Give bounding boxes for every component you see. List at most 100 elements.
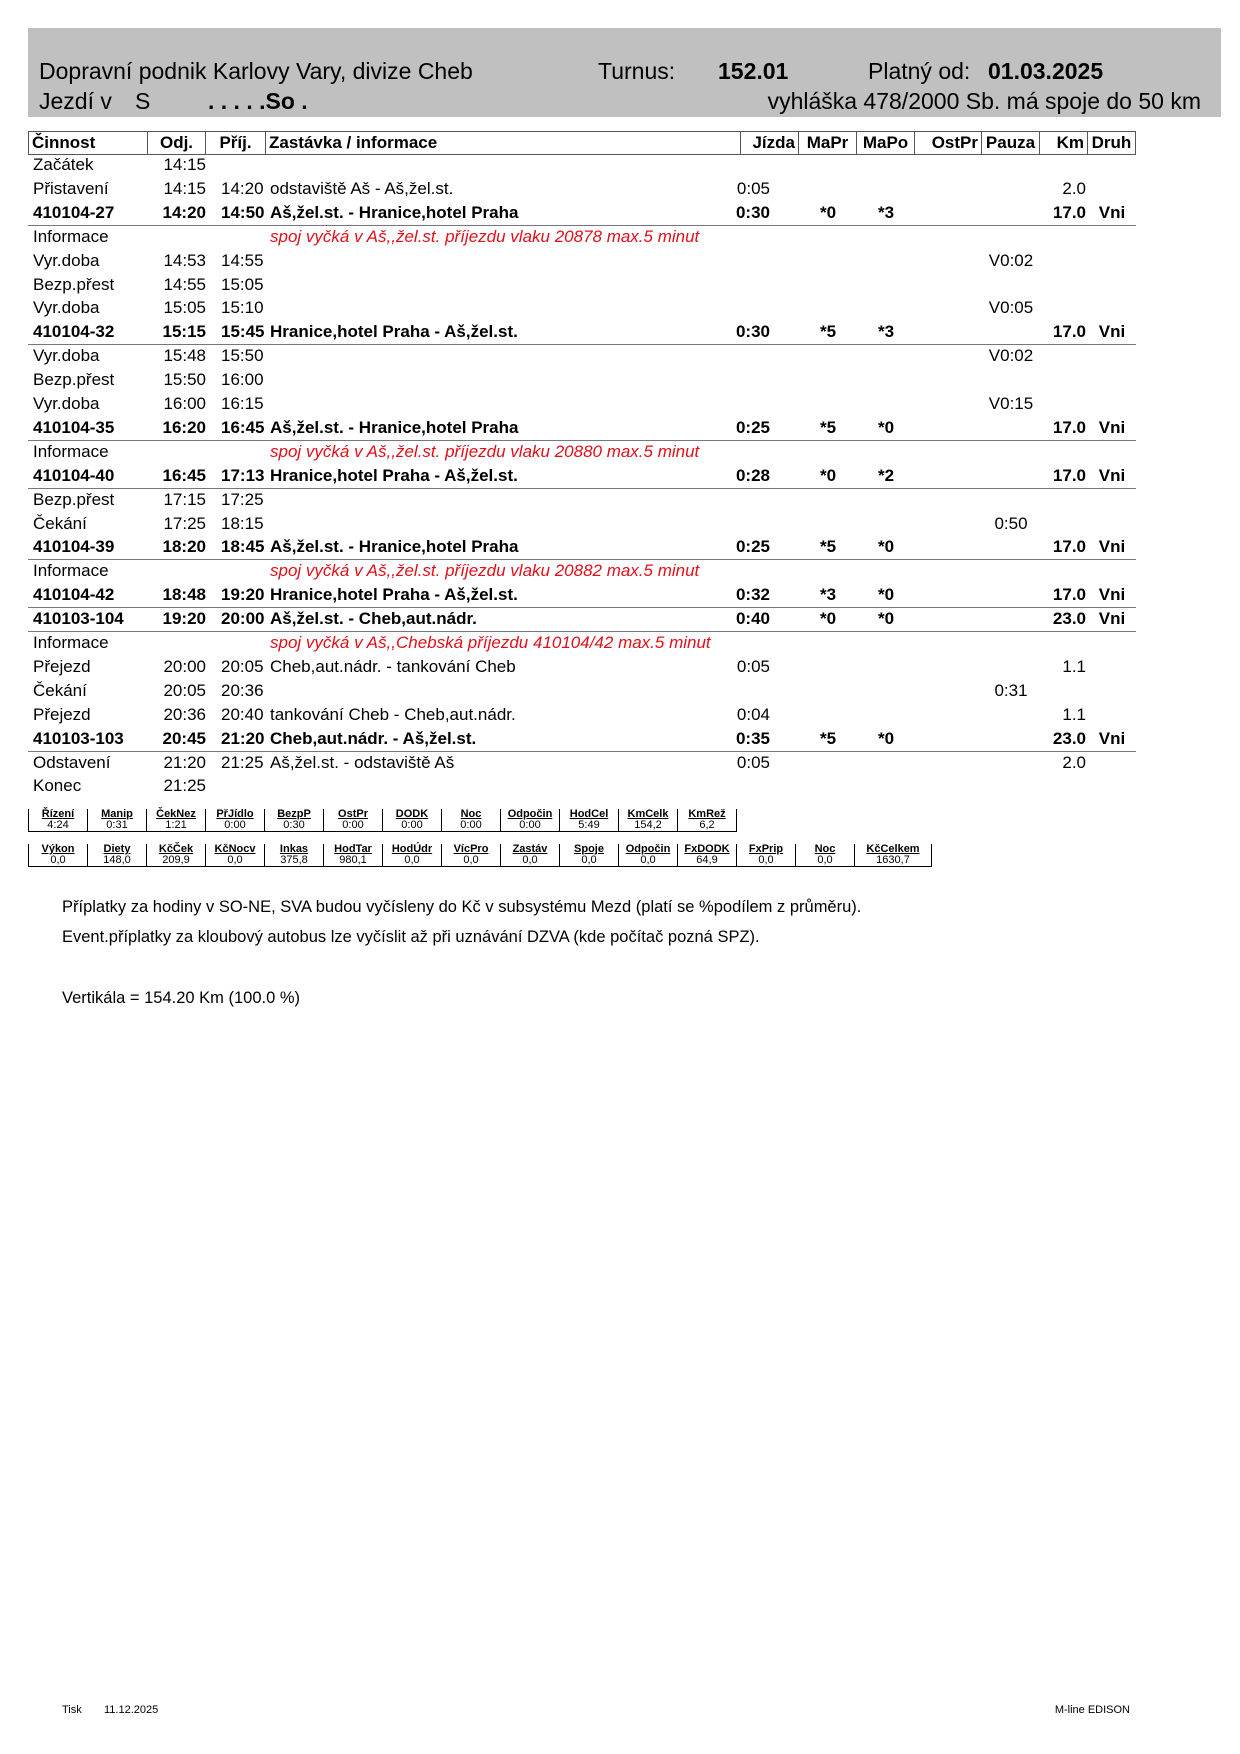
cell-mapo: *0 <box>877 609 895 629</box>
summary-value: 0,0 <box>441 855 501 867</box>
cell-drive-time: 0:05 <box>736 752 770 772</box>
cell-type: Vni <box>1098 202 1126 222</box>
cell-km: 17.0 <box>1052 202 1086 222</box>
table-row: Konec 21:25 <box>28 774 1136 798</box>
cell-departure: 15:48 <box>163 346 206 366</box>
cell-km: 2.0 <box>1062 178 1086 198</box>
table-row: 410104-40 16:45 17:13 Hranice,hotel Praha -… <box>28 464 1136 489</box>
col-ostpr: OstPr <box>915 132 982 154</box>
summary-table-times: Řízení Manip ČekNez PřJídlo BezpP OstPr DODK No… <box>28 809 737 832</box>
cell-mapr: *3 <box>819 585 837 605</box>
cell-activity: Konec <box>33 776 82 796</box>
summary-value: 0,0 <box>500 855 560 867</box>
cell-info: spoj vyčká v Aš,,žel.st. příjezdu vlaku … <box>270 441 700 461</box>
cell-km: 17.0 <box>1052 537 1086 557</box>
summary-value: 6,2 <box>677 820 737 832</box>
cell-activity: Bezp.přest <box>33 274 115 294</box>
cell-departure: 16:45 <box>162 465 206 485</box>
cell-stop: Hranice,hotel Praha - Aš,žel.st. <box>270 322 518 342</box>
cell-arrival: 14:55 <box>221 250 264 270</box>
table-row: Vyr.doba 15:05 15:10 V0:05 <box>28 296 1136 320</box>
company-name: Dopravní podnik Karlovy Vary, divize Che… <box>39 58 473 84</box>
cell-drive-time: 0:40 <box>735 609 770 629</box>
cell-stop: Aš,žel.st. - Cheb,aut.nádr. <box>270 609 477 629</box>
cell-mapr: *5 <box>819 728 837 748</box>
cell-arrival: 17:25 <box>221 489 264 509</box>
cell-departure: 17:25 <box>163 513 206 533</box>
cell-mapo: *2 <box>877 465 895 485</box>
table-row: Vyr.doba 16:00 16:15 V0:15 <box>28 392 1136 416</box>
cell-type: Vni <box>1098 465 1126 485</box>
table-row: 410103-104 19:20 20:00 Aš,žel.st. - Cheb,au… <box>28 607 1136 633</box>
cell-departure: 14:53 <box>163 250 206 270</box>
cell-activity: Vyr.doba <box>33 298 100 318</box>
cell-stop: odstaviště Aš - Aš,žel.st. <box>270 178 454 198</box>
print-date: 11.12.2025 <box>104 1704 159 1716</box>
cell-pause: V0:15 <box>988 394 1034 413</box>
cell-activity: Informace <box>33 633 109 652</box>
table-row: Přejezd 20:00 20:05 Cheb,aut.nádr. - tankov… <box>28 655 1136 679</box>
cell-activity: 410103-104 <box>33 609 124 629</box>
cell-departure: 20:00 <box>163 656 206 676</box>
col-druh: Druh <box>1088 132 1136 154</box>
cell-activity: 410103-103 <box>33 728 124 748</box>
cell-drive-time: 0:28 <box>735 465 770 485</box>
cell-km: 1.1 <box>1062 656 1086 676</box>
cell-arrival: 14:50 <box>221 202 265 222</box>
software-name: M-line EDISON <box>1054 1704 1130 1716</box>
cell-arrival: 20:40 <box>221 704 264 724</box>
cell-stop: Aš,žel.st. - Hranice,hotel Praha <box>270 537 519 557</box>
col-jizda: Jízda <box>741 132 799 154</box>
table-row: Čekání 17:25 18:15 0:50 <box>28 512 1136 536</box>
table-row: Bezp.přest 14:55 15:05 <box>28 273 1136 297</box>
col-mapo: MaPo <box>857 132 915 154</box>
cell-mapr: *0 <box>819 465 837 485</box>
cell-arrival: 14:20 <box>221 178 264 198</box>
table-row: Přejezd 20:36 20:40 tankování Cheb - Cheb,a… <box>28 703 1136 727</box>
cell-activity: 410104-42 <box>33 585 115 605</box>
summary-value: 64,9 <box>677 855 737 867</box>
summary-value: 0,0 <box>205 855 265 867</box>
summary-value: 0,0 <box>736 855 796 867</box>
summary-value: 980,1 <box>323 855 383 867</box>
summary-value: 209,9 <box>146 855 206 867</box>
vertical-km: Vertikála = 154.20 Km (100.0 %) <box>62 989 301 1007</box>
summary-value: 0:31 <box>87 820 147 832</box>
cell-activity: Informace <box>33 561 109 581</box>
summary-table-money: Výkon Diety KčČek KčNocv Inkas HodTar HodÚdr Ví… <box>28 844 932 867</box>
table-row: 410103-103 20:45 21:20 Cheb,aut.nádr. - Aš,… <box>28 727 1136 752</box>
summary-label: KmRež <box>677 809 737 820</box>
cell-pause: V0:02 <box>988 250 1034 270</box>
valid-from-value: 01.03.2025 <box>988 58 1104 84</box>
col-zastavka: Zastávka / informace <box>266 132 741 154</box>
cell-activity: Čekání <box>33 680 87 700</box>
cell-arrival: 16:15 <box>221 394 264 413</box>
cell-arrival: 20:00 <box>221 609 265 629</box>
summary-value: 154,2 <box>618 820 678 832</box>
cell-departure: 20:45 <box>162 728 206 748</box>
col-km: Km <box>1040 132 1088 154</box>
summary-value: 0,0 <box>28 855 88 867</box>
cell-info: spoj vyčká v Aš,,Chebská příjezdu 410104… <box>270 633 711 652</box>
cell-mapo: *0 <box>877 537 895 557</box>
cell-departure: 14:15 <box>163 155 206 174</box>
col-prij: Příj. <box>206 132 266 154</box>
summary-value: 0:30 <box>264 820 324 832</box>
note-surcharge: Příplatky za hodiny v SO-NE, SVA budou v… <box>62 898 862 916</box>
runs-on-label: Jezdí v <box>39 88 112 114</box>
cell-mapo: *0 <box>877 417 895 437</box>
table-row: Odstavení 21:20 21:25 Aš,žel.st. - odstaviš… <box>28 751 1136 775</box>
table-row: Vyr.doba 15:48 15:50 V0:02 <box>28 344 1136 368</box>
table-row: Přistavení 14:15 14:20 odstaviště Aš - Aš,ž… <box>28 177 1136 201</box>
table-row: Informace spoj vyčká v Aš,,Chebská příjez… <box>28 631 1136 655</box>
turnus-label: Turnus: <box>598 58 676 84</box>
cell-type: Vni <box>1098 585 1126 605</box>
cell-drive-time: 0:25 <box>735 537 770 557</box>
table-row: Začátek 14:15 <box>28 153 1136 177</box>
cell-info: spoj vyčká v Aš,,žel.st. příjezdu vlaku … <box>270 561 700 581</box>
cell-mapr: *5 <box>819 322 837 342</box>
cell-mapo: *0 <box>877 728 895 748</box>
cell-type: Vni <box>1098 728 1126 748</box>
cell-km: 2.0 <box>1062 752 1086 772</box>
cell-departure: 15:05 <box>163 298 206 318</box>
